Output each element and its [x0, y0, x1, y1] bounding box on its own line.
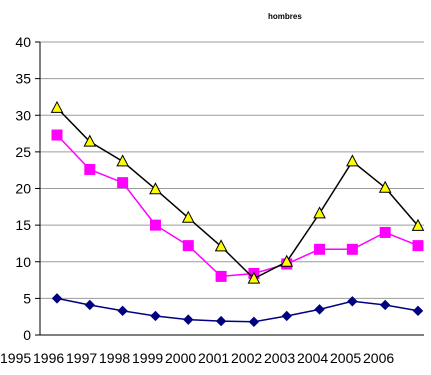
x-tick-label: 2000 [165, 350, 196, 366]
data-point [280, 254, 294, 267]
data-point [84, 163, 96, 175]
data-point [379, 226, 391, 238]
data-point [215, 315, 227, 327]
data-point [117, 177, 129, 189]
y-tick-label: 30 [15, 107, 31, 123]
data-point [214, 239, 228, 252]
y-tick-label: 35 [15, 71, 31, 87]
y-tick-label: 5 [23, 290, 31, 306]
data-point [281, 310, 292, 322]
y-tick-label: 15 [15, 217, 31, 233]
grid-layer [40, 41, 424, 299]
data-point [411, 218, 425, 231]
data-point [313, 206, 326, 219]
x-tick-label: 2002 [231, 350, 262, 366]
data-point [378, 180, 392, 193]
data-point [183, 314, 194, 325]
x-tick-label: 2001 [198, 350, 229, 366]
axis-layer [35, 41, 424, 336]
series-line [56, 107, 419, 280]
data-point [248, 316, 260, 328]
chart-title: hombres [268, 12, 302, 21]
x-tick-label: 2006 [363, 350, 394, 366]
data-point [149, 219, 161, 231]
data-point [84, 299, 96, 311]
y-tick-label: 20 [15, 181, 31, 197]
data-point [150, 310, 161, 322]
data-point [314, 243, 326, 255]
data-point [379, 299, 391, 311]
x-tick-label: 1999 [132, 350, 163, 366]
data-point [116, 154, 129, 167]
y-tick-label: 0 [23, 327, 31, 343]
data-point [346, 243, 358, 255]
data-point [50, 100, 64, 113]
data-point [347, 296, 358, 307]
series-line [56, 134, 419, 278]
x-tick-label: 1995 [0, 350, 31, 366]
data-point [215, 270, 227, 282]
y-tick-label: 40 [15, 34, 31, 50]
label-layer: 0 5 10 15 20 25 30 35 40 1995 1996 1997 1998 1999 2000… [0, 34, 394, 366]
data-point [51, 293, 63, 304]
data-point [117, 305, 128, 317]
x-tick-label: 2003 [264, 350, 295, 366]
y-tick-label: 10 [15, 254, 31, 270]
data-point [412, 240, 424, 252]
data-point [51, 129, 63, 141]
x-tick-label: 2004 [297, 350, 328, 366]
x-tick-label: 1998 [99, 350, 130, 366]
data-point [149, 182, 162, 195]
series-layer [50, 100, 425, 328]
data-point [346, 154, 359, 167]
data-point [314, 304, 325, 315]
x-tick-label: 1996 [33, 350, 64, 366]
data-point [181, 210, 195, 223]
data-point [412, 305, 424, 317]
data-point [247, 271, 261, 284]
data-point [83, 134, 97, 147]
data-point [182, 240, 194, 252]
y-tick-label: 25 [15, 144, 31, 160]
series-line [56, 297, 419, 323]
x-tick-label: 2005 [330, 350, 361, 366]
x-tick-label: 1997 [66, 350, 97, 366]
